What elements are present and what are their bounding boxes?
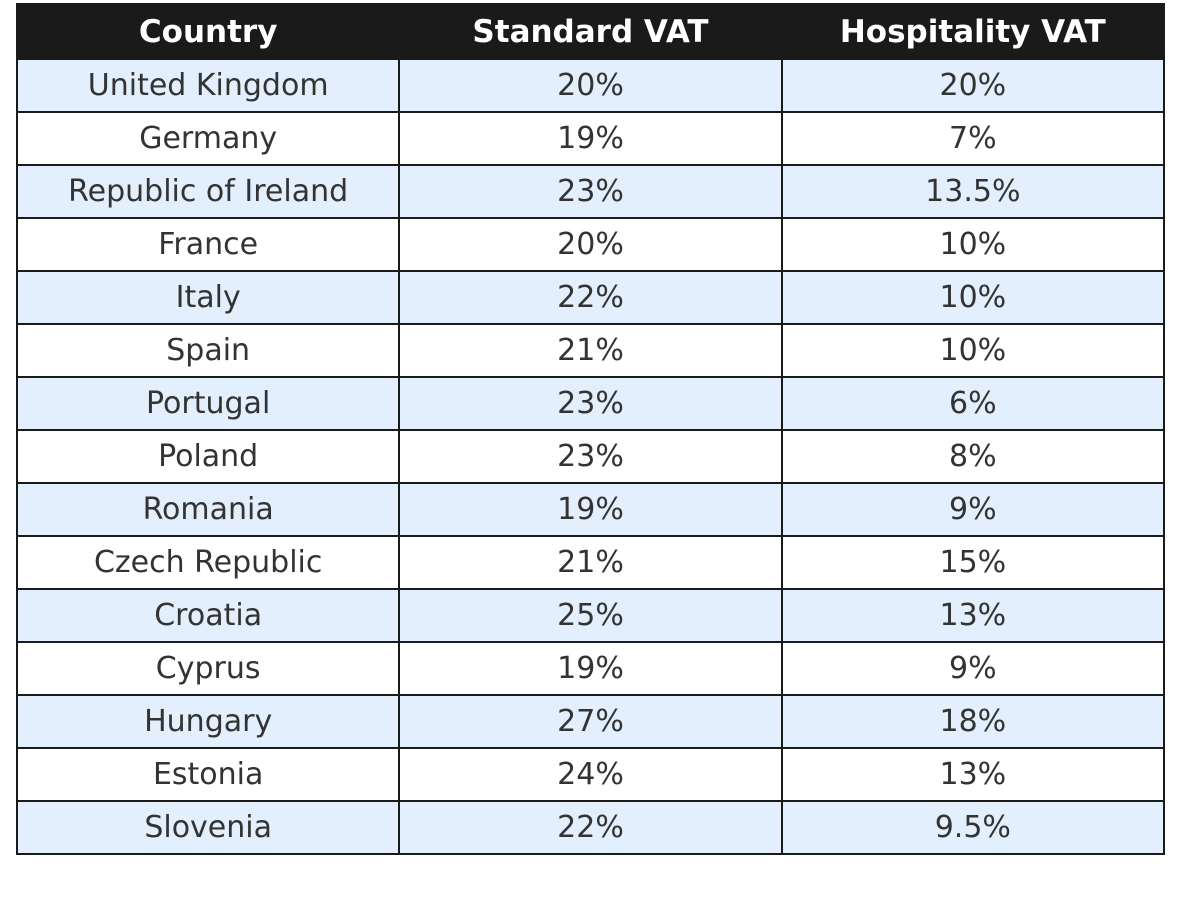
table-row: Germany 19% 7% [15, 111, 1166, 166]
standard-vat-cell: 23% [398, 376, 783, 431]
hospitality-vat-cell: 13.5% [780, 164, 1166, 219]
table-row: Cyprus 19% 9% [15, 641, 1166, 696]
country-cell: Croatia [15, 588, 401, 643]
standard-vat-cell: 19% [398, 641, 783, 696]
country-cell: Poland [15, 429, 401, 484]
country-cell: Hungary [15, 694, 401, 749]
standard-vat-cell: 21% [398, 323, 783, 378]
standard-vat-cell: 27% [398, 694, 783, 749]
table-row: Hungary 27% 18% [15, 694, 1166, 749]
country-cell: Republic of Ireland [15, 164, 401, 219]
country-cell: Romania [15, 482, 401, 537]
standard-vat-cell: 20% [398, 58, 783, 113]
hospitality-vat-cell: 10% [780, 323, 1166, 378]
vat-rates-table: Country Standard VAT Hospitality VAT Uni… [15, 3, 1166, 855]
table-row: Slovenia 22% 9.5% [15, 800, 1166, 855]
country-cell: United Kingdom [15, 58, 401, 113]
hospitality-vat-cell: 13% [780, 588, 1166, 643]
country-cell: Spain [15, 323, 401, 378]
table-row: Poland 23% 8% [15, 429, 1166, 484]
standard-vat-cell: 23% [398, 429, 783, 484]
standard-vat-cell: 19% [398, 111, 783, 166]
hospitality-vat-cell: 20% [780, 58, 1166, 113]
country-cell: Slovenia [15, 800, 401, 855]
country-cell: France [15, 217, 401, 272]
table-row: Estonia 24% 13% [15, 747, 1166, 802]
standard-vat-cell: 19% [398, 482, 783, 537]
country-cell: Estonia [15, 747, 401, 802]
country-cell: Germany [15, 111, 401, 166]
table-row: Republic of Ireland 23% 13.5% [15, 164, 1166, 219]
header-hospitality-vat: Hospitality VAT [780, 3, 1166, 60]
hospitality-vat-cell: 7% [780, 111, 1166, 166]
country-cell: Italy [15, 270, 401, 325]
table-row: Italy 22% 10% [15, 270, 1166, 325]
standard-vat-cell: 24% [398, 747, 783, 802]
table-body: United Kingdom 20% 20% Germany 19% 7% Republic… [15, 58, 1166, 855]
country-cell: Czech Republic [15, 535, 401, 590]
table-header: Country Standard VAT Hospitality VAT [15, 3, 1166, 60]
standard-vat-cell: 25% [398, 588, 783, 643]
table-row: Romania 19% 9% [15, 482, 1166, 537]
hospitality-vat-cell: 6% [780, 376, 1166, 431]
hospitality-vat-cell: 13% [780, 747, 1166, 802]
table-row: Croatia 25% 13% [15, 588, 1166, 643]
table-row: United Kingdom 20% 20% [15, 58, 1166, 113]
hospitality-vat-cell: 9.5% [780, 800, 1166, 855]
table-row: Portugal 23% 6% [15, 376, 1166, 431]
hospitality-vat-cell: 9% [780, 641, 1166, 696]
hospitality-vat-cell: 10% [780, 217, 1166, 272]
hospitality-vat-cell: 15% [780, 535, 1166, 590]
country-cell: Cyprus [15, 641, 401, 696]
hospitality-vat-cell: 18% [780, 694, 1166, 749]
hospitality-vat-cell: 10% [780, 270, 1166, 325]
table-row: Spain 21% 10% [15, 323, 1166, 378]
table-row: France 20% 10% [15, 217, 1166, 272]
hospitality-vat-cell: 8% [780, 429, 1166, 484]
table-row: Czech Republic 21% 15% [15, 535, 1166, 590]
hospitality-vat-cell: 9% [780, 482, 1166, 537]
header-standard-vat: Standard VAT [398, 3, 783, 60]
standard-vat-cell: 21% [398, 535, 783, 590]
standard-vat-cell: 22% [398, 270, 783, 325]
standard-vat-cell: 22% [398, 800, 783, 855]
header-row: Country Standard VAT Hospitality VAT [15, 3, 1166, 60]
standard-vat-cell: 23% [398, 164, 783, 219]
country-cell: Portugal [15, 376, 401, 431]
standard-vat-cell: 20% [398, 217, 783, 272]
header-country: Country [15, 3, 401, 60]
